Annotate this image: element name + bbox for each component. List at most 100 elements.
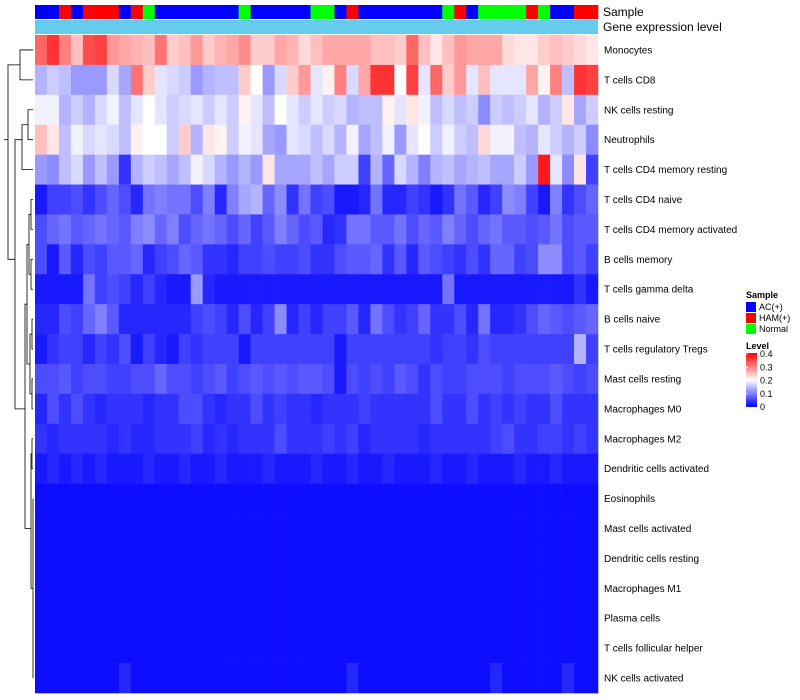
heatmap-cell [538,453,551,484]
heatmap-cell [118,364,132,395]
sample-annotation-track [35,5,599,19]
heatmap-cell [142,94,156,126]
heatmap-cell [250,483,263,514]
heatmap-cell [262,274,275,305]
heatmap-cell [334,334,347,365]
heatmap-cell [466,184,479,215]
heatmap-cell [35,274,48,305]
heatmap-cell [526,663,539,694]
heatmap-cell [142,124,156,155]
heatmap-cell [478,663,491,694]
dendrogram-branch [7,64,20,260]
heatmap-cell [35,214,48,245]
heatmap-cell [442,94,455,126]
heatmap-cell [358,663,371,694]
heatmap-cell [526,124,539,155]
heatmap-cell [502,573,515,604]
heatmap-cell [46,184,60,215]
heatmap-cell [382,154,395,185]
heatmap-cell [262,663,275,694]
dendrogram-branch [31,438,33,470]
heatmap-cell [166,274,180,305]
heatmap-cell [322,364,335,395]
heatmap-cell [526,543,539,574]
heatmap-cell [382,393,395,425]
heatmap-cell [394,35,407,66]
heatmap-cell [226,35,239,66]
heatmap-cell [106,244,120,275]
heatmap-cell [418,393,431,425]
heatmap-cell [514,94,527,126]
heatmap-cell [214,304,227,335]
heatmap-cell [538,274,551,305]
heatmap-cell [418,364,431,395]
heatmap-cell [466,633,479,664]
heatmap-cell [334,64,347,96]
heatmap-cell [82,573,96,604]
heatmap-cell [586,513,599,544]
heatmap-cell [190,393,204,425]
heatmap-cell [106,663,120,694]
heatmap-cell [310,64,323,96]
heatmap-cell [526,274,539,305]
heatmap-cell [334,304,347,335]
heatmap-cell [262,423,275,455]
heatmap-cell [382,603,395,634]
heatmap-cell [454,94,467,126]
heatmap-cell [178,393,192,425]
heatmap-cell [502,64,515,96]
heatmap-cell [178,94,192,126]
heatmap-cell [370,543,383,574]
heatmap-cell [586,274,599,305]
heatmap-cell [478,184,491,215]
heatmap-cell [466,573,479,604]
heatmap-cell [490,334,503,365]
row-labels: Monocytes T cells CD8 NK cells resting Neut… [604,45,737,684]
heatmap-cell [538,423,551,455]
heatmap-cell [586,663,599,694]
heatmap-cell [214,663,227,694]
heatmap-cell [82,633,96,664]
heatmap-cell [142,184,156,215]
heatmap-cell [538,663,551,694]
sample-annotation-cell [35,5,48,19]
heatmap-cell [250,633,263,664]
heatmap-cell [298,453,311,484]
heatmap-cell [418,304,431,335]
heatmap-cell [35,423,48,455]
heatmap-cell [406,184,419,215]
heatmap-cell [550,573,563,604]
heatmap-cell [178,244,192,275]
heatmap-cell [454,304,467,335]
heatmap-cell [202,274,215,305]
legend-sample-label: AC(+) [759,302,783,312]
heatmap-cell [322,304,335,335]
heatmap-cell [334,663,347,694]
heatmap-cell [35,543,48,574]
heatmap-cell [586,94,599,126]
heatmap-cell [202,393,215,425]
heatmap-cell [430,513,443,544]
heatmap-cell [286,244,299,275]
row-label: Plasma cells [604,614,660,625]
heatmap-cell [478,633,491,664]
heatmap-cell [58,483,72,514]
heatmap-cell [370,663,383,694]
heatmap-cell [478,124,491,155]
dendrogram-branch [21,124,33,170]
heatmap-cell [502,154,515,185]
heatmap-cell [466,274,479,305]
heatmap-cell [274,603,287,634]
heatmap-cell [46,124,60,155]
heatmap-cell [202,603,215,634]
heatmap-cell [94,94,108,126]
heatmap-cell [358,543,371,574]
heatmap-cell [346,124,359,155]
heatmap-cell [394,663,407,694]
heatmap-cell [46,94,60,126]
heatmap-cell [442,154,455,185]
heatmap-cell [538,154,551,185]
heatmap-cell [118,184,132,215]
heatmap-cell [166,94,180,126]
heatmap-cell [406,393,419,425]
